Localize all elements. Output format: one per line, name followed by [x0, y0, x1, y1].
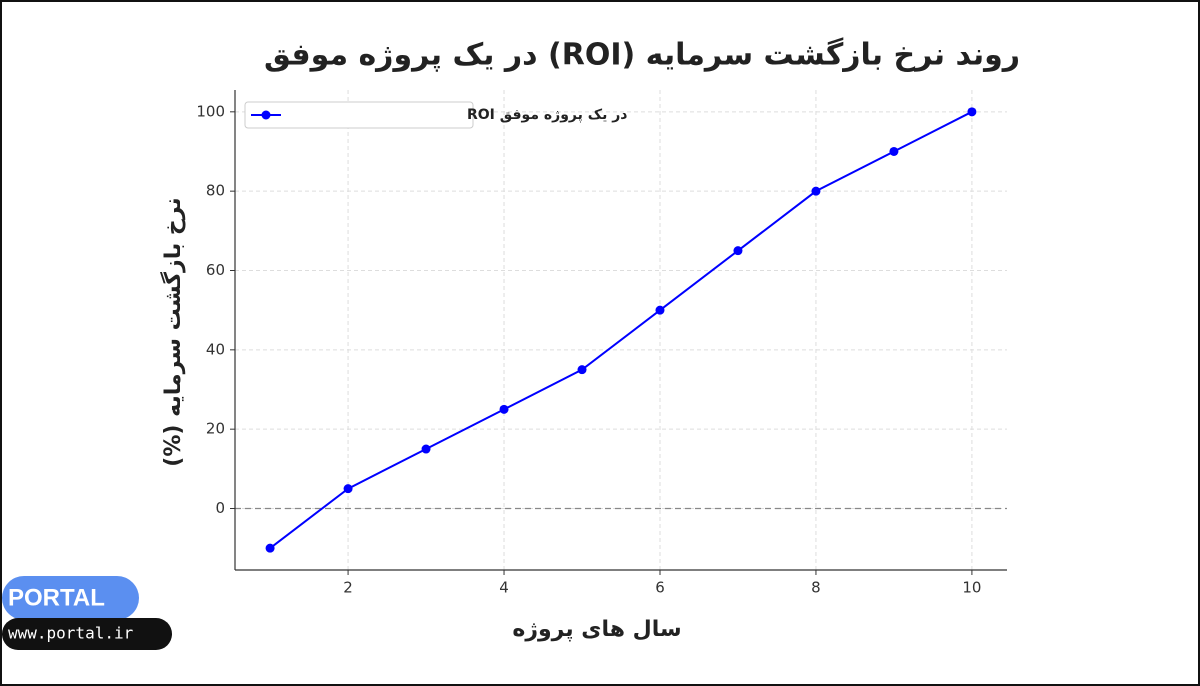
- y-tick-label: 80: [206, 182, 225, 200]
- watermark-url-badge: [2, 618, 172, 650]
- point: [655, 305, 665, 315]
- x-tick-label: 4: [499, 579, 509, 597]
- x-tick-label: 8: [811, 579, 821, 597]
- x-tick-label: 2: [343, 579, 353, 597]
- legend-label: ROI در یک پروژه موفق: [467, 107, 627, 123]
- point: [889, 146, 899, 156]
- y-tick-label: 0: [215, 499, 225, 517]
- chart-title: روند نرخ بازگشت سرمایه (ROI) در یک پروژه…: [264, 37, 1020, 73]
- y-tick-label: 40: [206, 340, 225, 358]
- point: [499, 404, 509, 414]
- point: [421, 444, 431, 454]
- point: [733, 246, 743, 256]
- y-tick-label: 60: [206, 261, 225, 279]
- legend-swatch-marker: [261, 110, 271, 120]
- line: [269, 110, 973, 549]
- point: [343, 484, 353, 494]
- x-axis-label: سال های پروژه: [512, 617, 681, 642]
- legend-box: [244, 101, 474, 129]
- x-tick-label: 6: [655, 579, 665, 597]
- point: [811, 186, 821, 196]
- watermark-url: www.portal.ir: [8, 624, 134, 643]
- watermark-badge: [2, 576, 139, 620]
- y-axis-label: نرخ بازگشت سرمایه (%): [159, 197, 186, 466]
- point: [265, 543, 275, 553]
- point: [967, 107, 977, 117]
- y-tick-label: 100: [196, 102, 225, 120]
- watermark-brand: PORTAL: [8, 584, 105, 611]
- y-tick-label: 20: [206, 420, 225, 438]
- point: [577, 365, 587, 375]
- x-tick-label: 10: [962, 579, 981, 597]
